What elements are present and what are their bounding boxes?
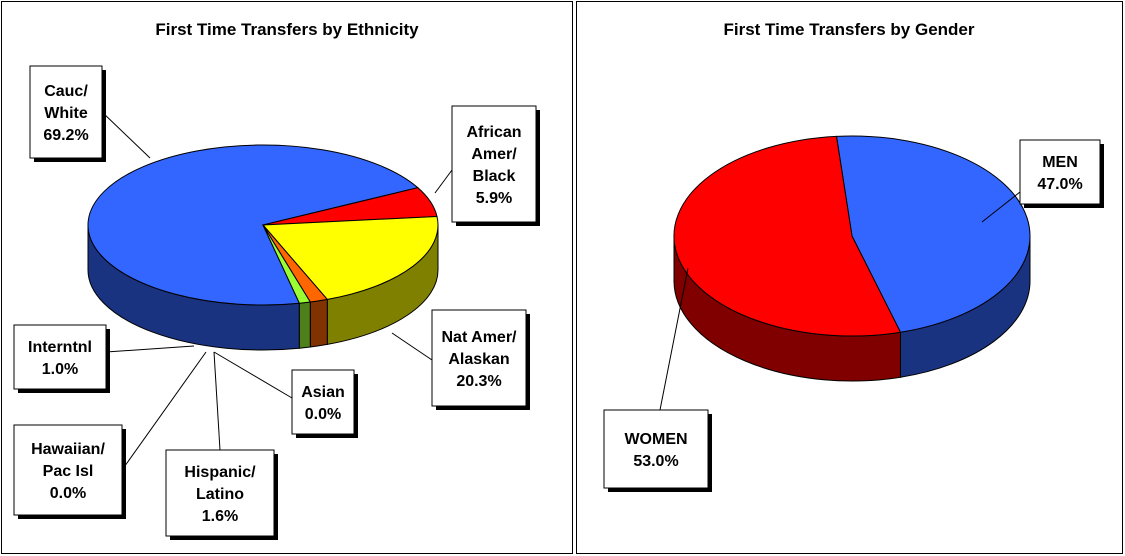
chart-title: First Time Transfers by Ethnicity: [155, 20, 419, 39]
slice-value-label: 20.3%: [456, 373, 501, 390]
slice-value-label: 0.0%: [305, 406, 341, 423]
leader-line: [121, 351, 207, 471]
slice-value-label: 5.9%: [476, 190, 512, 207]
leader-line: [105, 345, 195, 353]
leader-line: [101, 111, 151, 159]
leader-line: [434, 169, 453, 194]
leader-line: [213, 351, 293, 399]
slice-label: African Amer/Black: [466, 124, 521, 185]
slice: [673, 135, 902, 337]
chart-title: First Time Transfers by Gender: [724, 20, 975, 39]
slice: [87, 144, 419, 306]
label-box: [1019, 139, 1101, 205]
label-box: [603, 409, 709, 489]
slice-value-label: 47.0%: [1037, 176, 1082, 193]
slice-value-label: 69.2%: [43, 127, 88, 144]
slice-value-label: 53.0%: [633, 453, 678, 470]
leader-line: [981, 191, 1021, 223]
leader-line: [391, 332, 433, 361]
slice-label: MEN: [1042, 154, 1078, 171]
label-box: [29, 65, 103, 159]
slice-label: Hawaiian/Pac Isl: [31, 441, 105, 480]
label-box: [165, 449, 275, 537]
leader-line: [659, 267, 689, 411]
slice-value-label: 1.6%: [202, 508, 238, 525]
label-box: [431, 309, 527, 407]
slice-value-label: 0.0%: [50, 485, 86, 502]
slice-label: Interntnl: [28, 339, 92, 356]
slice-value-label: 1.0%: [42, 361, 78, 378]
label-box: [13, 324, 107, 390]
leader-line: [213, 351, 221, 451]
slice: [835, 135, 1031, 333]
label-box: [13, 424, 123, 516]
label-box: [451, 105, 537, 223]
slice-side: [309, 298, 328, 348]
slice-side: [298, 301, 311, 349]
slice-label: Asian: [301, 384, 345, 401]
slice-label: Cauc/White: [44, 83, 88, 122]
slice-label: Hispanic/Latino: [184, 464, 256, 503]
slice-label: WOMEN: [624, 431, 687, 448]
label-box: [291, 369, 355, 435]
slice: [261, 215, 439, 300]
slice-label: Nat Amer/Alaskan: [442, 329, 518, 368]
slice: [262, 224, 312, 304]
